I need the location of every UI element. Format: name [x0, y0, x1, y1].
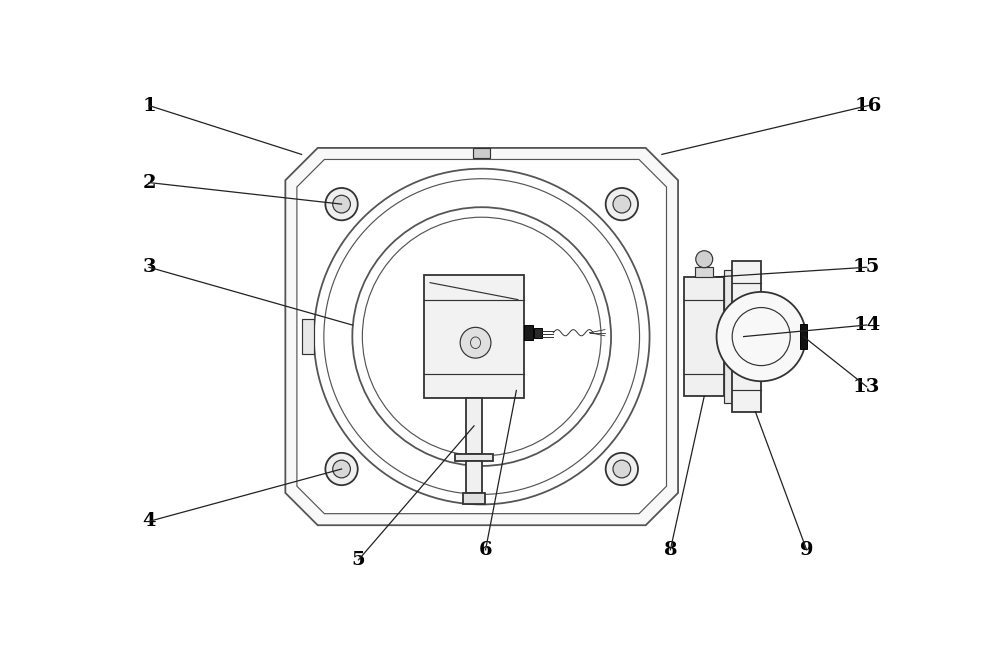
Bar: [800, 324, 807, 349]
Circle shape: [613, 195, 631, 213]
Circle shape: [325, 188, 358, 220]
Bar: [524, 325, 533, 341]
Text: 4: 4: [142, 512, 156, 530]
Bar: [473, 148, 490, 158]
Text: 14: 14: [853, 316, 880, 334]
Circle shape: [606, 453, 638, 485]
Text: 8: 8: [664, 541, 677, 559]
Circle shape: [333, 195, 350, 213]
Text: 1: 1: [142, 97, 156, 115]
Bar: [466, 460, 482, 493]
Text: 3: 3: [142, 259, 156, 277]
Bar: [302, 319, 314, 354]
Bar: [534, 328, 542, 338]
Bar: [695, 267, 713, 277]
Circle shape: [717, 292, 806, 381]
Text: 13: 13: [853, 377, 880, 395]
Text: 9: 9: [800, 541, 813, 559]
Circle shape: [460, 327, 491, 358]
Text: 5: 5: [352, 551, 365, 569]
Circle shape: [696, 250, 713, 268]
Bar: [466, 398, 482, 454]
Bar: [724, 270, 732, 403]
Text: 6: 6: [479, 541, 492, 559]
Text: 2: 2: [142, 174, 156, 192]
Text: 15: 15: [853, 259, 880, 277]
Circle shape: [333, 460, 350, 478]
Polygon shape: [297, 160, 667, 514]
Circle shape: [606, 188, 638, 220]
Text: 16: 16: [855, 97, 882, 115]
Bar: [455, 454, 493, 460]
Circle shape: [325, 453, 358, 485]
Circle shape: [613, 460, 631, 478]
Bar: [684, 277, 724, 396]
Bar: [424, 275, 524, 398]
Bar: [732, 261, 761, 411]
Bar: [463, 493, 485, 504]
Polygon shape: [285, 148, 678, 525]
